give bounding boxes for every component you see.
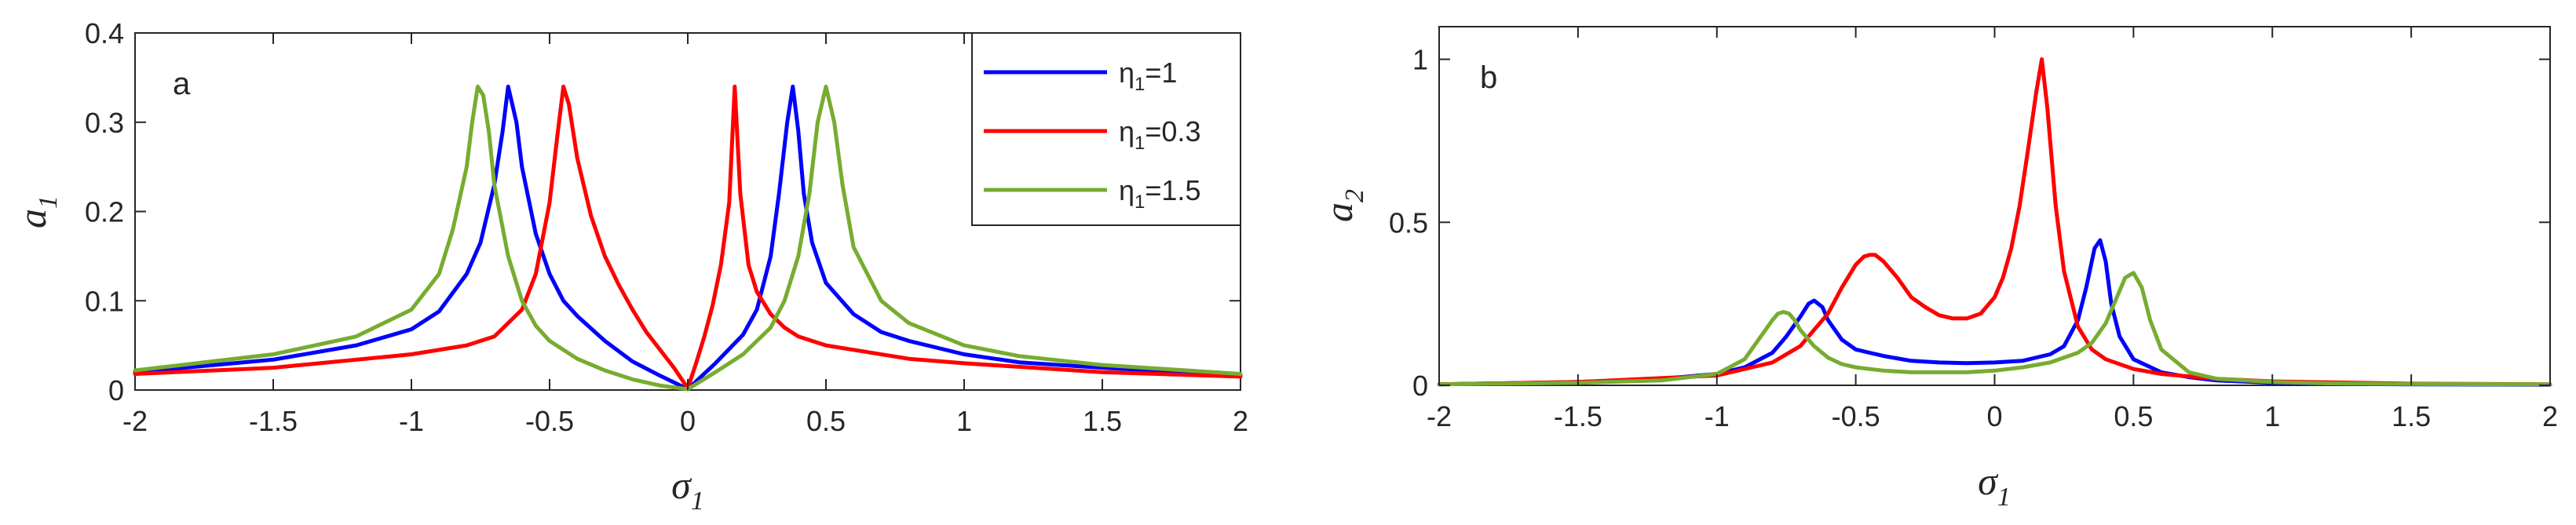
panel-a-xticks: -2 -1.5 -1 -0.5 0 0.5 1 1.5 2	[122, 33, 1248, 437]
panel-a-series-2-line	[133, 84, 1243, 391]
legend-entry-1-symbol: η	[1119, 57, 1135, 89]
panel-a-xtick-label: -0.5	[525, 405, 574, 437]
panel-b-plot-area	[1438, 26, 2551, 386]
panel-a-xtick-label: -2	[122, 405, 148, 437]
panel-b-xtick-label: 1	[2264, 400, 2280, 432]
panel-b-xlabel-symbol: σ	[1978, 459, 1999, 503]
legend-entry-3: η1=1.5	[1119, 174, 1200, 213]
legend-entry-2-symbol: η	[1119, 115, 1135, 148]
panel-b-ytick-label: 1	[1412, 44, 1428, 76]
panel-a-xtick-label: 0.5	[806, 405, 846, 437]
panel-b-xtick-label: -0.5	[1832, 400, 1880, 432]
panel-b-xtick-label: -1	[1705, 400, 1730, 432]
panel-a-ytick-label: 0.1	[85, 285, 124, 317]
panel-a-xtick-label: 2	[1233, 405, 1248, 437]
panel-a-xlabel: σ1	[671, 463, 704, 516]
panel-b-xtick-label: -1.5	[1554, 400, 1602, 432]
panel-a-series-3-line	[133, 84, 1243, 392]
panel-b-label: b	[1480, 60, 1497, 95]
panel-b-curves	[1437, 57, 2552, 387]
panel-a-xlabel-sub: 1	[691, 487, 704, 516]
panel-a-yticks: 0 0.1 0.2 0.3 0.4	[85, 17, 1240, 407]
panel-b-xtick-label: 0.5	[2114, 400, 2153, 432]
panel-b-series-1-line	[1437, 238, 2552, 387]
panel-a-ytick-label: 0	[108, 374, 124, 407]
panel-a-series-1-line	[133, 84, 1243, 392]
legend-entry-1-rest: =1	[1145, 57, 1177, 89]
panel-a-ylabel-sub: 1	[34, 195, 63, 209]
panel-b: -2 -1.5 -1 -0.5 0 0.5 1 1.5 2 00.51 b σ1 a2	[1317, 26, 2558, 512]
panel-a-ytick-label: 0.2	[85, 196, 124, 228]
panel-b-xtick-label: 1.5	[2391, 400, 2431, 432]
legend-entry-1: η1=1	[1119, 57, 1177, 95]
panel-b-ylabel: a2	[1317, 189, 1369, 222]
panel-b-xtick-label: 0	[1986, 400, 2002, 432]
legend-entry-3-symbol: η	[1119, 174, 1135, 206]
legend-entry-1-sub: 1	[1135, 74, 1145, 95]
panel-a-xtick-label: -1.5	[249, 405, 298, 437]
panel-b-ytick-label: 0	[1412, 370, 1428, 402]
panel-b-yticks: 00.51	[1389, 44, 2550, 402]
panel-b-xticks: -2 -1.5 -1 -0.5 0 0.5 1 1.5 2	[1427, 27, 2558, 432]
legend-entry-2-sub: 1	[1135, 133, 1145, 154]
legend-entry-2: η1=0.3	[1119, 115, 1200, 154]
panel-b-series-3-line	[1437, 271, 2552, 387]
panel-a-xtick-label: 1	[956, 405, 972, 437]
panel-a: -2 -1.5 -1 -0.5 0 0.5 1 1.5 2 00.10.20.30.4 a σ1…	[10, 17, 1248, 516]
panel-a-xtick-label: 1.5	[1083, 405, 1122, 437]
panel-b-ylabel-symbol: a	[1317, 202, 1361, 222]
panel-a-curves	[133, 84, 1243, 392]
panel-b-xtick-label: -2	[1427, 400, 1452, 432]
panel-a-ylabel-symbol: a	[10, 209, 54, 228]
panel-a-ytick-label: 0.4	[85, 17, 124, 49]
panel-a-ylabel: a1	[10, 195, 63, 228]
panel-b-ytick-label: 0.5	[1389, 206, 1428, 239]
panel-a-xtick-label: 0	[680, 405, 696, 437]
panel-b-ylabel-sub: 2	[1340, 189, 1369, 202]
panel-a-xtick-label: -1	[399, 405, 424, 437]
legend-entry-3-rest: =1.5	[1145, 174, 1200, 206]
legend-entry-2-rest: =0.3	[1145, 115, 1200, 148]
panel-b-series-2-line	[1437, 57, 2552, 387]
legend-entry-3-sub: 1	[1135, 191, 1145, 213]
panel-b-xlabel: σ1	[1978, 459, 2011, 512]
panel-b-xlabel-sub: 1	[1997, 483, 2011, 512]
legend: η1=1 η1=0.3 η1=1.5	[971, 32, 1241, 226]
panel-a-xlabel-symbol: σ	[671, 463, 692, 507]
panel-b-xtick-label: 2	[2542, 400, 2558, 432]
panel-a-label: a	[173, 67, 191, 101]
panel-a-ytick-label: 0.3	[85, 107, 124, 139]
